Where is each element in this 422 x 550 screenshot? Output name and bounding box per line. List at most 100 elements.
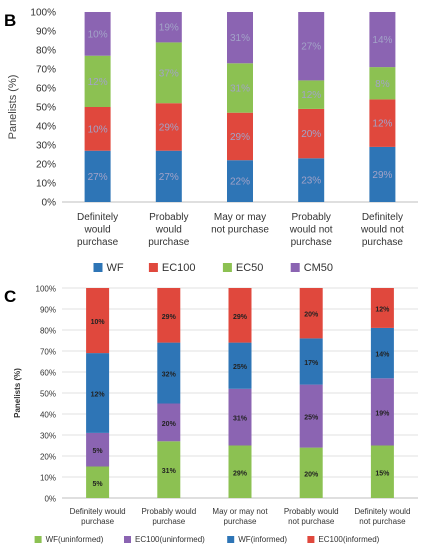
category-label-b: Definitely [77,212,118,223]
bar-segment-b-3-3 [227,63,253,113]
category-label-c: Probably would [284,507,339,516]
y-tick-label-b: 10% [36,179,56,190]
y-axis-label-c: Panelists (%) [13,368,22,418]
y-tick-label-b: 80% [36,46,56,57]
panel-label-b: B [4,11,16,30]
category-label-b: would [84,225,111,236]
bar-segment-b-1-4 [84,12,111,56]
data-label-b: 19% [159,23,179,34]
data-label-b: 29% [230,132,250,143]
data-label-c: 29% [162,314,177,321]
y-tick-label-b: 70% [36,65,56,76]
bar-segment-c-2-1 [157,441,181,498]
legend-label-b: EC100 [162,262,196,274]
bar-segment-c-5-1 [370,445,394,498]
bar-segment-c-3-1 [228,445,252,498]
data-label-b: 27% [88,172,108,183]
data-label-b: 10% [88,29,108,40]
bar-segment-b-4-3 [298,80,325,109]
y-tick-label-b: 40% [36,122,56,133]
bar-segment-b-2-2 [155,103,182,151]
category-label-c: purchase [152,517,185,526]
data-label-c: 31% [162,468,177,475]
y-tick-label-b: 60% [36,84,56,95]
legend-swatch-b [222,263,232,272]
bar-segment-c-2-3 [157,342,181,404]
bar-segment-c-1-3 [86,353,110,433]
y-axis-label-b: Panelists (%) [7,75,19,140]
legend-label-b: CM50 [304,262,333,274]
bar-segment-c-4-2 [299,384,323,448]
bar-segment-c-2-2 [157,403,181,442]
bar-segment-c-4-3 [299,338,323,385]
bar-segment-c-5-4 [370,288,394,328]
data-label-c: 12% [375,306,390,313]
data-label-b: 20% [301,129,321,140]
category-label-b: purchase [77,237,119,248]
data-label-c: 29% [233,314,248,321]
data-label-c: 32% [162,372,177,379]
data-label-b: 31% [230,33,250,44]
category-label-b: purchase [148,237,190,248]
category-label-b: would not [289,225,333,236]
data-label-b: 29% [372,170,392,181]
bar-segment-b-2-3 [155,42,182,104]
category-label-b: Probably [291,212,330,223]
legend-swatch-c [124,536,131,543]
data-label-b: 12% [88,77,108,88]
data-label-c: 20% [162,421,177,428]
data-label-b: 12% [372,119,392,130]
bar-segment-b-5-3 [369,67,396,100]
legend-label-c: WF(informed) [238,535,287,544]
bar-segment-b-1-1 [84,150,111,202]
bar-segment-b-5-1 [369,146,396,202]
data-label-c: 25% [233,364,248,371]
data-label-c: 5% [93,448,104,455]
y-tick-label-c: 10% [40,474,56,483]
y-tick-label-c: 90% [40,306,56,315]
category-label-c: not purchase [288,517,335,526]
data-label-c: 29% [233,470,248,477]
y-tick-label-c: 0% [44,495,56,504]
y-tick-label-c: 100% [36,285,56,294]
category-label-c: Definitely would [70,507,126,516]
bar-segment-c-3-3 [228,342,252,389]
bar-segment-b-4-1 [298,158,325,202]
data-label-c: 19% [375,410,390,417]
bar-segment-c-1-2 [86,432,110,467]
data-label-c: 20% [304,312,319,319]
bar-segment-b-5-4 [369,12,396,68]
legend-swatch-c [227,536,235,543]
category-label-b: purchase [291,237,333,248]
data-label-b: 27% [301,42,321,53]
category-label-b: Probably [149,212,188,223]
legend-swatch-b [148,263,158,272]
category-label-b: May or may [214,212,266,223]
y-tick-label-b: 90% [36,27,56,38]
data-label-b: 31% [230,84,250,95]
data-label-c: 5% [93,481,104,488]
y-tick-label-c: 50% [40,390,56,399]
legend-swatch-c [307,536,315,543]
bar-segment-b-1-2 [84,107,111,151]
y-tick-label-c: 20% [40,453,56,462]
bar-segment-b-5-2 [369,99,396,147]
bar-segment-b-3-4 [227,12,253,64]
legend-label-c: EC100(uninformed) [135,535,205,544]
legend-label-c: WF(uninformed) [46,535,104,544]
bar-segment-c-3-4 [228,288,252,343]
bar-segment-b-4-2 [298,108,325,159]
bar-segment-b-3-1 [227,160,253,202]
bar-segment-c-2-4 [157,288,181,343]
bar-segment-b-2-1 [155,150,182,202]
bar-segment-c-5-2 [370,378,394,446]
y-tick-label-c: 60% [40,369,56,378]
y-tick-label-c: 40% [40,411,56,420]
data-label-b: 12% [301,90,321,101]
bar-segment-c-1-1 [86,466,110,498]
category-label-b: purchase [362,237,404,248]
y-tick-label-b: 30% [36,141,56,152]
bar-segment-b-3-2 [227,112,253,161]
data-label-c: 20% [304,471,319,478]
bar-segment-c-4-4 [299,288,323,339]
